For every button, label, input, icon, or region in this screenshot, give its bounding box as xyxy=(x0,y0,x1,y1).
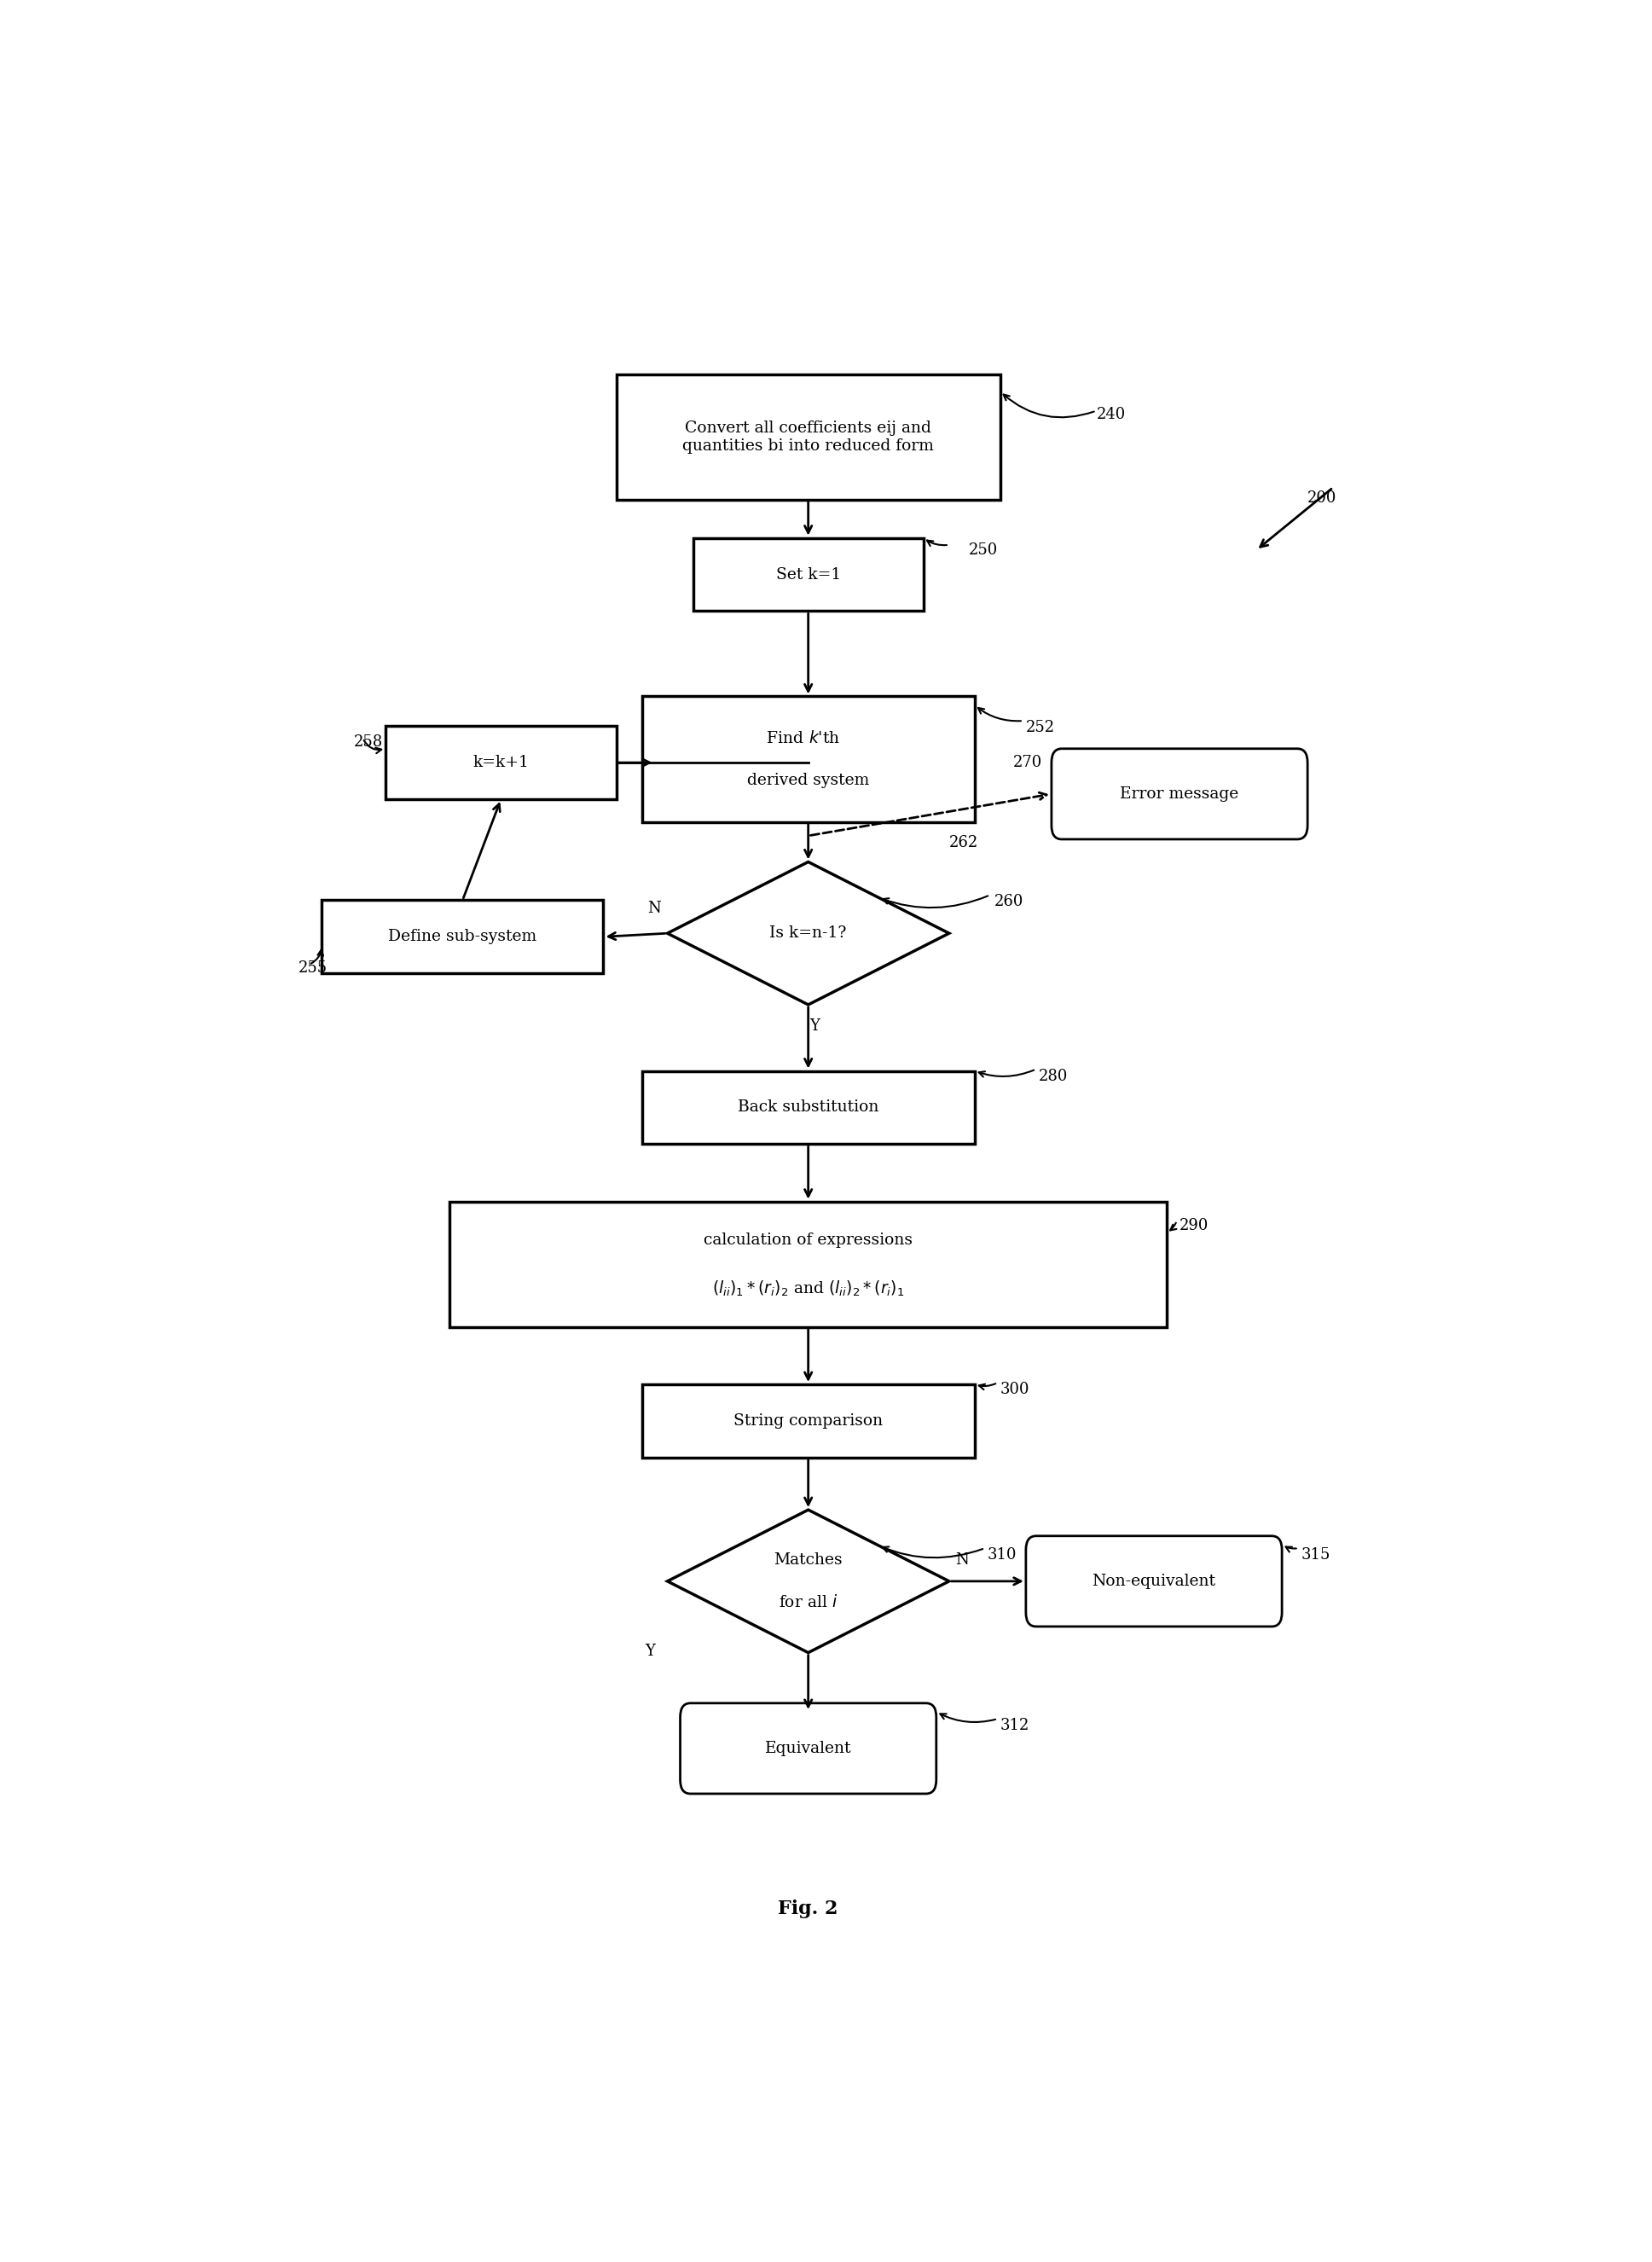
Text: 310: 310 xyxy=(988,1547,1018,1563)
Text: Fig. 2: Fig. 2 xyxy=(778,1900,838,1918)
FancyBboxPatch shape xyxy=(1026,1536,1282,1626)
Bar xyxy=(449,1201,1166,1328)
Text: 312: 312 xyxy=(1001,1719,1029,1733)
Text: 270: 270 xyxy=(1013,756,1042,771)
Text: N: N xyxy=(955,1552,970,1568)
Text: 255: 255 xyxy=(299,961,327,975)
Bar xyxy=(616,373,1001,500)
Text: Set k=1: Set k=1 xyxy=(776,568,841,581)
Text: 315: 315 xyxy=(1302,1547,1330,1563)
FancyBboxPatch shape xyxy=(1052,749,1308,839)
Text: for all $i$: for all $i$ xyxy=(778,1595,838,1611)
Text: String comparison: String comparison xyxy=(733,1414,882,1430)
Text: Y: Y xyxy=(809,1018,819,1034)
Bar xyxy=(641,1384,975,1457)
Polygon shape xyxy=(667,862,948,1004)
Text: $k$'th: $k$'th xyxy=(808,731,839,746)
Text: 252: 252 xyxy=(1026,719,1056,735)
Text: 250: 250 xyxy=(968,543,998,559)
Text: calculation of expressions: calculation of expressions xyxy=(704,1233,912,1249)
Text: 260: 260 xyxy=(995,893,1023,909)
Bar xyxy=(641,697,975,821)
Bar xyxy=(322,900,603,973)
Bar xyxy=(694,538,923,611)
Bar xyxy=(387,726,616,798)
FancyBboxPatch shape xyxy=(681,1703,937,1794)
Polygon shape xyxy=(667,1509,948,1654)
Text: Error message: Error message xyxy=(1120,787,1239,801)
Text: Convert all coefficients eij and
quantities bi into reduced form: Convert all coefficients eij and quantit… xyxy=(682,421,933,452)
Text: Is k=n-1?: Is k=n-1? xyxy=(770,925,847,941)
Text: Y: Y xyxy=(644,1644,654,1660)
Text: Matches: Matches xyxy=(773,1552,843,1568)
Text: 258: 258 xyxy=(354,735,383,749)
Bar xyxy=(641,1070,975,1145)
Text: Non-equivalent: Non-equivalent xyxy=(1092,1574,1216,1588)
Text: 200: 200 xyxy=(1308,491,1336,504)
Text: N: N xyxy=(648,900,661,916)
Text: Back substitution: Back substitution xyxy=(738,1099,879,1115)
Text: Find: Find xyxy=(767,731,808,746)
Text: 300: 300 xyxy=(1001,1382,1029,1398)
Text: $(l_{ii})_1 * (r_i)_2$ and $(l_{ii})_2 * (r_i)_1$: $(l_{ii})_1 * (r_i)_2$ and $(l_{ii})_2 *… xyxy=(712,1278,904,1298)
Text: k=k+1: k=k+1 xyxy=(472,756,529,771)
Text: 262: 262 xyxy=(948,835,978,851)
Text: 280: 280 xyxy=(1039,1068,1067,1083)
Text: 290: 290 xyxy=(1180,1219,1209,1233)
Text: derived system: derived system xyxy=(747,771,869,787)
Text: 240: 240 xyxy=(1097,407,1125,423)
Text: Define sub-system: Define sub-system xyxy=(388,930,537,946)
Text: Equivalent: Equivalent xyxy=(765,1742,851,1755)
